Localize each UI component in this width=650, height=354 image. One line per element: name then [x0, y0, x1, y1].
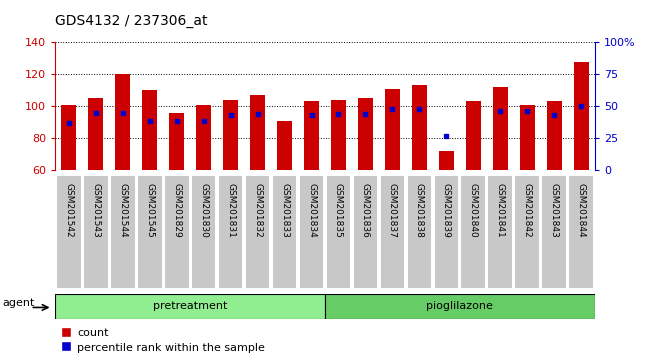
Text: pioglilazone: pioglilazone — [426, 301, 493, 311]
Bar — [277, 120, 292, 170]
Text: GSM201543: GSM201543 — [91, 183, 100, 238]
Text: agent: agent — [3, 298, 35, 308]
Bar — [196, 105, 211, 170]
Bar — [304, 101, 319, 170]
Text: GSM201841: GSM201841 — [496, 183, 505, 238]
Text: GSM201834: GSM201834 — [307, 183, 316, 238]
Bar — [142, 90, 157, 170]
Text: GSM201829: GSM201829 — [172, 183, 181, 238]
Text: GSM201835: GSM201835 — [334, 183, 343, 238]
Text: GSM201840: GSM201840 — [469, 183, 478, 238]
Bar — [358, 98, 373, 170]
Bar — [439, 151, 454, 170]
Text: GDS4132 / 237306_at: GDS4132 / 237306_at — [55, 14, 208, 28]
Bar — [412, 85, 427, 170]
Text: GSM201843: GSM201843 — [550, 183, 559, 238]
Bar — [325, 294, 595, 319]
Text: GSM201542: GSM201542 — [64, 183, 73, 238]
Text: pretreatment: pretreatment — [153, 301, 228, 311]
Text: GSM201545: GSM201545 — [145, 183, 154, 238]
Bar — [115, 74, 130, 170]
FancyBboxPatch shape — [434, 176, 458, 288]
FancyBboxPatch shape — [138, 176, 162, 288]
Text: GSM201838: GSM201838 — [415, 183, 424, 238]
Text: GSM201832: GSM201832 — [253, 183, 262, 238]
Bar — [574, 62, 589, 170]
Text: GSM201842: GSM201842 — [523, 183, 532, 238]
Bar — [520, 105, 535, 170]
FancyBboxPatch shape — [462, 176, 486, 288]
FancyBboxPatch shape — [192, 176, 216, 288]
Text: GSM201830: GSM201830 — [199, 183, 208, 238]
Bar — [55, 294, 325, 319]
Text: GSM201839: GSM201839 — [442, 183, 451, 238]
Legend: count, percentile rank within the sample: count, percentile rank within the sample — [61, 328, 265, 353]
Bar — [250, 95, 265, 170]
FancyBboxPatch shape — [111, 176, 135, 288]
Bar — [466, 101, 481, 170]
FancyBboxPatch shape — [354, 176, 378, 288]
Bar — [331, 100, 346, 170]
Text: GSM201831: GSM201831 — [226, 183, 235, 238]
FancyBboxPatch shape — [380, 176, 404, 288]
Bar — [223, 100, 238, 170]
Bar — [547, 101, 562, 170]
FancyBboxPatch shape — [164, 176, 188, 288]
FancyBboxPatch shape — [326, 176, 350, 288]
FancyBboxPatch shape — [218, 176, 242, 288]
Bar — [169, 113, 184, 170]
FancyBboxPatch shape — [569, 176, 593, 288]
FancyBboxPatch shape — [246, 176, 270, 288]
Bar — [493, 87, 508, 170]
Text: GSM201544: GSM201544 — [118, 183, 127, 238]
FancyBboxPatch shape — [542, 176, 566, 288]
FancyBboxPatch shape — [408, 176, 432, 288]
Bar — [88, 98, 103, 170]
Bar — [61, 105, 76, 170]
FancyBboxPatch shape — [84, 176, 108, 288]
FancyBboxPatch shape — [300, 176, 324, 288]
Text: GSM201837: GSM201837 — [388, 183, 397, 238]
FancyBboxPatch shape — [488, 176, 512, 288]
Text: GSM201844: GSM201844 — [577, 183, 586, 238]
FancyBboxPatch shape — [272, 176, 296, 288]
FancyBboxPatch shape — [515, 176, 540, 288]
Bar — [385, 89, 400, 170]
FancyBboxPatch shape — [57, 176, 81, 288]
Text: GSM201833: GSM201833 — [280, 183, 289, 238]
Text: GSM201836: GSM201836 — [361, 183, 370, 238]
